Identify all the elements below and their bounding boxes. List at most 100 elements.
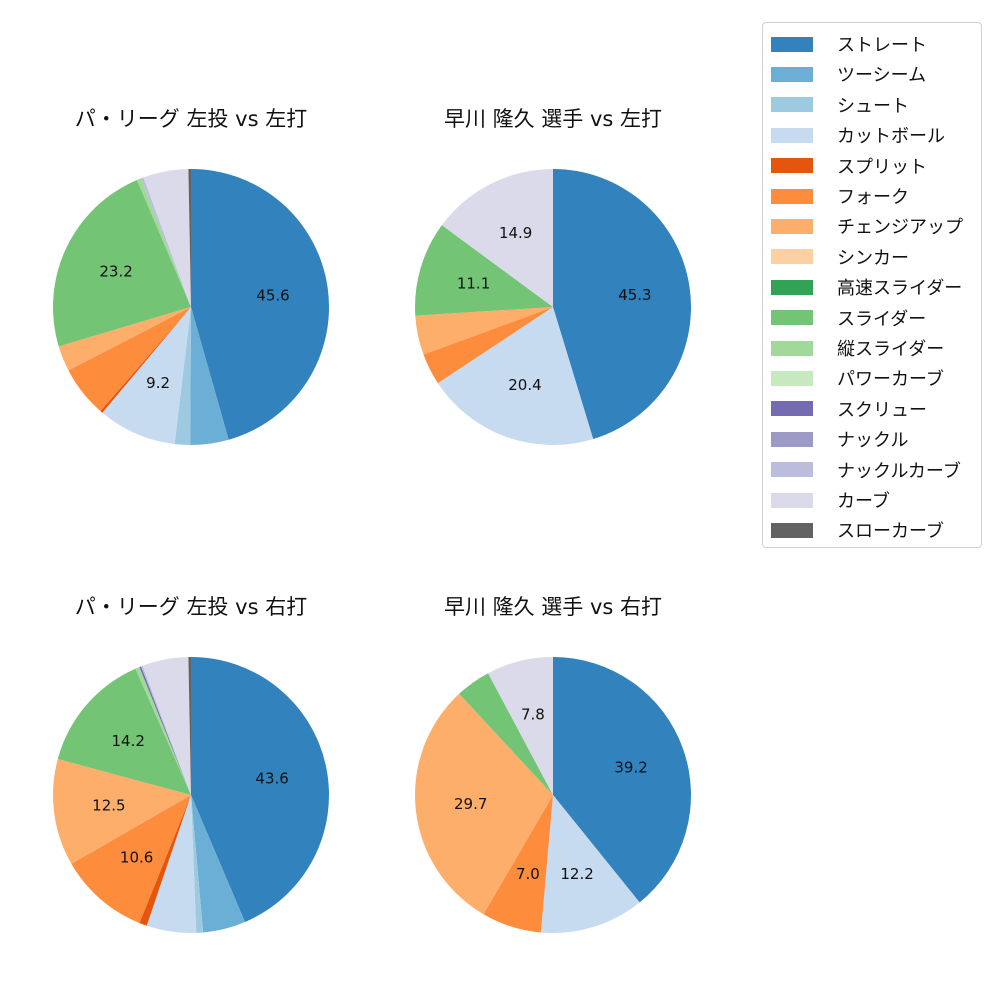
legend-label: パワーカーブ — [837, 369, 944, 391]
pie-slice — [57, 668, 192, 795]
pie-slice — [553, 657, 691, 903]
chart-title-hayakawa-vs-lhb: 早川 隆久 選手 vs 左打 — [443, 107, 663, 131]
pie-slice — [139, 795, 191, 926]
pie-slice — [174, 307, 191, 445]
legend-item: シュート — [771, 93, 909, 117]
pie-slice — [191, 657, 330, 922]
legend-label: スプリット — [837, 156, 927, 178]
pie-slice — [139, 666, 191, 795]
pie-slice — [141, 665, 191, 795]
pie-slice — [146, 795, 197, 933]
legend-swatch — [771, 249, 813, 265]
legend-label: ストレート — [837, 35, 927, 56]
slice-label: 45.3 — [618, 286, 651, 304]
legend-swatch — [771, 522, 813, 538]
legend-item: シンカー — [771, 245, 909, 269]
legend-swatch — [771, 431, 813, 447]
legend-item: ツーシーム — [771, 62, 926, 86]
pie-slice — [191, 795, 246, 933]
pie-slice — [483, 795, 553, 933]
slice-label: 12.2 — [560, 865, 593, 883]
slice-label: 45.6 — [256, 287, 289, 305]
slice-label: 43.6 — [255, 769, 288, 787]
legend-item: 高速スライダー — [771, 275, 962, 299]
legend-swatch — [771, 127, 813, 143]
pie-slice — [190, 307, 229, 445]
pie-chart: 43.6 10.6 12.5 14.2 — [52, 657, 330, 933]
pie-slice — [143, 169, 191, 307]
slice-label: 7.0 — [516, 865, 540, 883]
legend-label: スライダー — [837, 308, 927, 330]
pie-slice — [488, 657, 553, 795]
legend-label: ナックルカーブ — [837, 460, 961, 482]
slice-label: 10.6 — [120, 848, 153, 866]
pie-slice — [415, 225, 553, 316]
slice-label: 9.2 — [146, 374, 170, 392]
legend-swatch — [771, 370, 813, 386]
legend-swatch — [771, 36, 813, 52]
legend-swatch — [771, 188, 813, 204]
legend-item: パワーカーブ — [771, 366, 944, 390]
pie-slice — [415, 693, 553, 915]
legend-item: ナックルカーブ — [771, 458, 961, 482]
legend-item: 縦スライダー — [771, 336, 944, 360]
legend-item: ナックル — [771, 427, 908, 451]
pie-slice — [191, 795, 204, 933]
pie-slice — [71, 795, 191, 923]
pie-slice — [142, 657, 191, 795]
slice-label: 14.2 — [112, 732, 145, 750]
pie-slice — [100, 307, 191, 413]
slice-label: 20.4 — [508, 376, 541, 394]
legend-swatch — [771, 340, 813, 356]
legend-swatch — [771, 401, 813, 417]
pie-slice — [58, 307, 191, 371]
legend-swatch — [771, 310, 813, 326]
legend-label: ナックル — [837, 430, 909, 452]
legend-label: シュート — [837, 95, 909, 117]
slice-label: 12.5 — [92, 797, 125, 815]
pie-slice — [53, 180, 192, 347]
pie-slice — [441, 169, 553, 307]
legend-swatch — [771, 66, 813, 82]
pie-slice — [437, 307, 594, 445]
slice-label: 14.9 — [499, 224, 532, 242]
legend-label: 高速スライダー — [837, 278, 963, 300]
legend-item: カーブ — [771, 488, 890, 512]
legend-item: ストレート — [771, 32, 927, 56]
legend-label: スローカーブ — [837, 521, 944, 543]
legend-label: フォーク — [837, 187, 909, 208]
legend-label: スクリュー — [837, 399, 927, 421]
pie-slice — [102, 307, 191, 445]
legend-swatch — [771, 218, 813, 234]
pie-chart: 39.2 12.2 7.0 29.7 7.8 — [415, 657, 691, 933]
legend-swatch — [771, 279, 813, 295]
legend-item: チェンジアップ — [771, 214, 963, 238]
pie-slice — [52, 759, 192, 864]
legend-swatch — [771, 462, 813, 478]
slice-label: 7.8 — [521, 706, 545, 724]
legend-label: シンカー — [837, 247, 909, 269]
pie-slice — [135, 667, 191, 795]
legend-item: カットボール — [771, 123, 945, 147]
pie-slice — [191, 169, 330, 440]
legend: ストレートツーシームシュートカットボール スプリットフォークチェンジアップシンカー… — [762, 22, 982, 548]
legend-item: スローカーブ — [771, 518, 944, 542]
legend-item: スプリット — [771, 154, 927, 178]
legend-item: フォーク — [771, 184, 909, 208]
legend-swatch — [771, 492, 813, 508]
slice-label: 11.1 — [457, 275, 490, 293]
chart-title-pl-lhp-vs-lhb: パ・リーグ 左投 vs 左打 — [74, 107, 308, 131]
pie-slice — [68, 307, 191, 412]
pie-slice — [553, 168, 692, 440]
legend-label: カーブ — [837, 491, 890, 512]
chart-title-pl-lhp-vs-rhb: パ・リーグ 左投 vs 右打 — [74, 595, 308, 619]
legend-item: スライダー — [771, 306, 926, 330]
legend-label: 縦スライダー — [837, 339, 945, 360]
legend-label: カットボール — [837, 126, 945, 148]
slice-label: 23.2 — [99, 263, 132, 281]
legend-item: スクリュー — [771, 397, 927, 421]
pie-slice — [188, 657, 191, 795]
pie-slice — [136, 178, 191, 307]
pie-slice — [540, 795, 640, 933]
chart-title-hayakawa-vs-rhb: 早川 隆久 選手 vs 右打 — [443, 595, 663, 619]
